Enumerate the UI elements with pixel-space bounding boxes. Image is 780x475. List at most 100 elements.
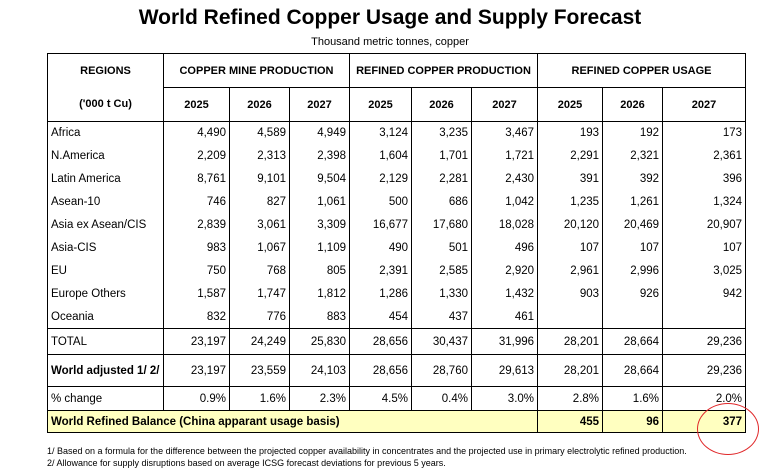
table-cell: 16,677 <box>349 213 412 237</box>
region-label: Latin America <box>47 167 164 191</box>
year-header: 2026 <box>602 87 664 122</box>
table-cell: 1,330 <box>411 282 472 306</box>
mine-production-header: COPPER MINE PRODUCTION <box>163 53 350 88</box>
table-cell: 25,830 <box>289 328 350 355</box>
highlight-circle <box>697 403 759 455</box>
table-cell: 1,061 <box>289 190 350 214</box>
table-cell: 2,313 <box>229 144 290 168</box>
region-label: Asia ex Asean/CIS <box>47 213 164 237</box>
table-cell: 983 <box>163 236 230 260</box>
table-cell: 28,201 <box>537 354 604 387</box>
table-cell: 437 <box>411 305 472 329</box>
table-cell: 1,721 <box>471 144 539 168</box>
year-header: 2027 <box>289 87 350 122</box>
table-cell: 3,309 <box>289 213 350 237</box>
table-cell: 686 <box>411 190 472 214</box>
table-row: Africa 4,490 4,589 4,949 3,124 3,235 3,4… <box>47 121 747 145</box>
table-cell: 23,197 <box>163 354 230 387</box>
year-header: 2027 <box>471 87 539 122</box>
table-cell <box>662 305 747 329</box>
total-row: TOTAL 23,197 24,249 25,830 28,656 30,437… <box>47 328 747 355</box>
refined-production-header: REFINED COPPER PRODUCTION <box>349 53 539 88</box>
table-row: Oceania 832 776 883 454 437 461 <box>47 305 747 329</box>
table-cell: 2,961 <box>537 259 604 283</box>
table-cell: 28,760 <box>411 354 472 387</box>
table-cell: 1,587 <box>163 282 230 306</box>
table-cell: 500 <box>349 190 412 214</box>
table-cell: 1.6% <box>602 386 664 411</box>
table-cell: 3.0% <box>471 386 539 411</box>
table-cell: 17,680 <box>411 213 472 237</box>
table-cell: 3,124 <box>349 121 412 145</box>
table-cell: 29,236 <box>662 328 747 355</box>
table-cell: 2,839 <box>163 213 230 237</box>
footnote: 2/ Allowance for supply disruptions base… <box>47 458 446 468</box>
region-label: Europe Others <box>47 282 164 306</box>
table-cell: 192 <box>602 121 664 145</box>
table-cell: 903 <box>537 282 604 306</box>
table-cell: 501 <box>411 236 472 260</box>
pct-change-label: % change <box>47 386 164 411</box>
table-cell: 391 <box>537 167 604 191</box>
region-label: N.America <box>47 144 164 168</box>
year-header: 2025 <box>163 87 230 122</box>
year-header: 2025 <box>349 87 412 122</box>
regions-header: REGIONS <box>47 53 164 88</box>
table-cell: 4,589 <box>229 121 290 145</box>
table-cell: 768 <box>229 259 290 283</box>
table-cell: 827 <box>229 190 290 214</box>
table-row: Asean-10 746 827 1,061 500 686 1,042 1,2… <box>47 190 747 214</box>
table-cell: 2,129 <box>349 167 412 191</box>
page-title: World Refined Copper Usage and Supply Fo… <box>138 6 642 29</box>
total-label: TOTAL <box>47 328 164 355</box>
table-row: Europe Others 1,587 1,747 1,812 1,286 1,… <box>47 282 747 306</box>
table-cell: 396 <box>662 167 747 191</box>
table-cell: 1,042 <box>471 190 539 214</box>
table-cell: 750 <box>163 259 230 283</box>
balance-label: World Refined Balance (China apparant us… <box>46 410 539 433</box>
table-cell: 832 <box>163 305 230 329</box>
table-cell: 29,236 <box>662 354 747 387</box>
region-label: Africa <box>47 121 164 145</box>
header-row-years: ('000 t Cu) 2025 2026 2027 2025 2026 202… <box>47 87 747 122</box>
table-cell: 24,103 <box>289 354 350 387</box>
table-cell: 746 <box>163 190 230 214</box>
table-cell: 28,664 <box>602 354 664 387</box>
table-cell: 496 <box>471 236 539 260</box>
table-cell: 9,504 <box>289 167 350 191</box>
table-cell: 1.6% <box>229 386 290 411</box>
pct-change-row: % change 0.9% 1.6% 2.3% 4.5% 0.4% 3.0% 2… <box>47 386 747 411</box>
table-cell: 31,996 <box>471 328 539 355</box>
units-header: ('000 t Cu) <box>47 87 164 122</box>
table-cell: 1,261 <box>602 190 664 214</box>
table-cell: 3,061 <box>229 213 290 237</box>
table-cell: 2,585 <box>411 259 472 283</box>
year-header: 2026 <box>229 87 290 122</box>
table-row: Latin America 8,761 9,101 9,504 2,129 2,… <box>47 167 747 191</box>
table-cell: 28,664 <box>602 328 664 355</box>
table-cell: 454 <box>349 305 412 329</box>
table-cell: 2,209 <box>163 144 230 168</box>
table-cell: 96 <box>602 410 664 433</box>
table-cell: 2,321 <box>602 144 664 168</box>
table-cell: 1,701 <box>411 144 472 168</box>
table-cell: 3,025 <box>662 259 747 283</box>
table-cell: 107 <box>602 236 664 260</box>
table-cell: 883 <box>289 305 350 329</box>
table-row: Asia-CIS 983 1,067 1,109 490 501 496 107… <box>47 236 747 260</box>
table-cell: 926 <box>602 282 664 306</box>
table-cell: 20,120 <box>537 213 604 237</box>
world-adjusted-row: World adjusted 1/ 2/ 23,197 23,559 24,10… <box>47 354 747 387</box>
table-cell: 28,656 <box>349 328 412 355</box>
table-cell: 2.8% <box>537 386 604 411</box>
table-cell: 2,391 <box>349 259 412 283</box>
table-cell: 4,490 <box>163 121 230 145</box>
table-cell: 3,467 <box>471 121 539 145</box>
table-cell: 392 <box>602 167 664 191</box>
balance-row: World Refined Balance (China apparant us… <box>46 410 747 433</box>
region-label: Oceania <box>47 305 164 329</box>
table-cell: 173 <box>662 121 747 145</box>
page-subtitle: Thousand metric tonnes, copper <box>311 36 469 48</box>
year-header: 2026 <box>411 87 472 122</box>
table-cell: 4.5% <box>349 386 412 411</box>
